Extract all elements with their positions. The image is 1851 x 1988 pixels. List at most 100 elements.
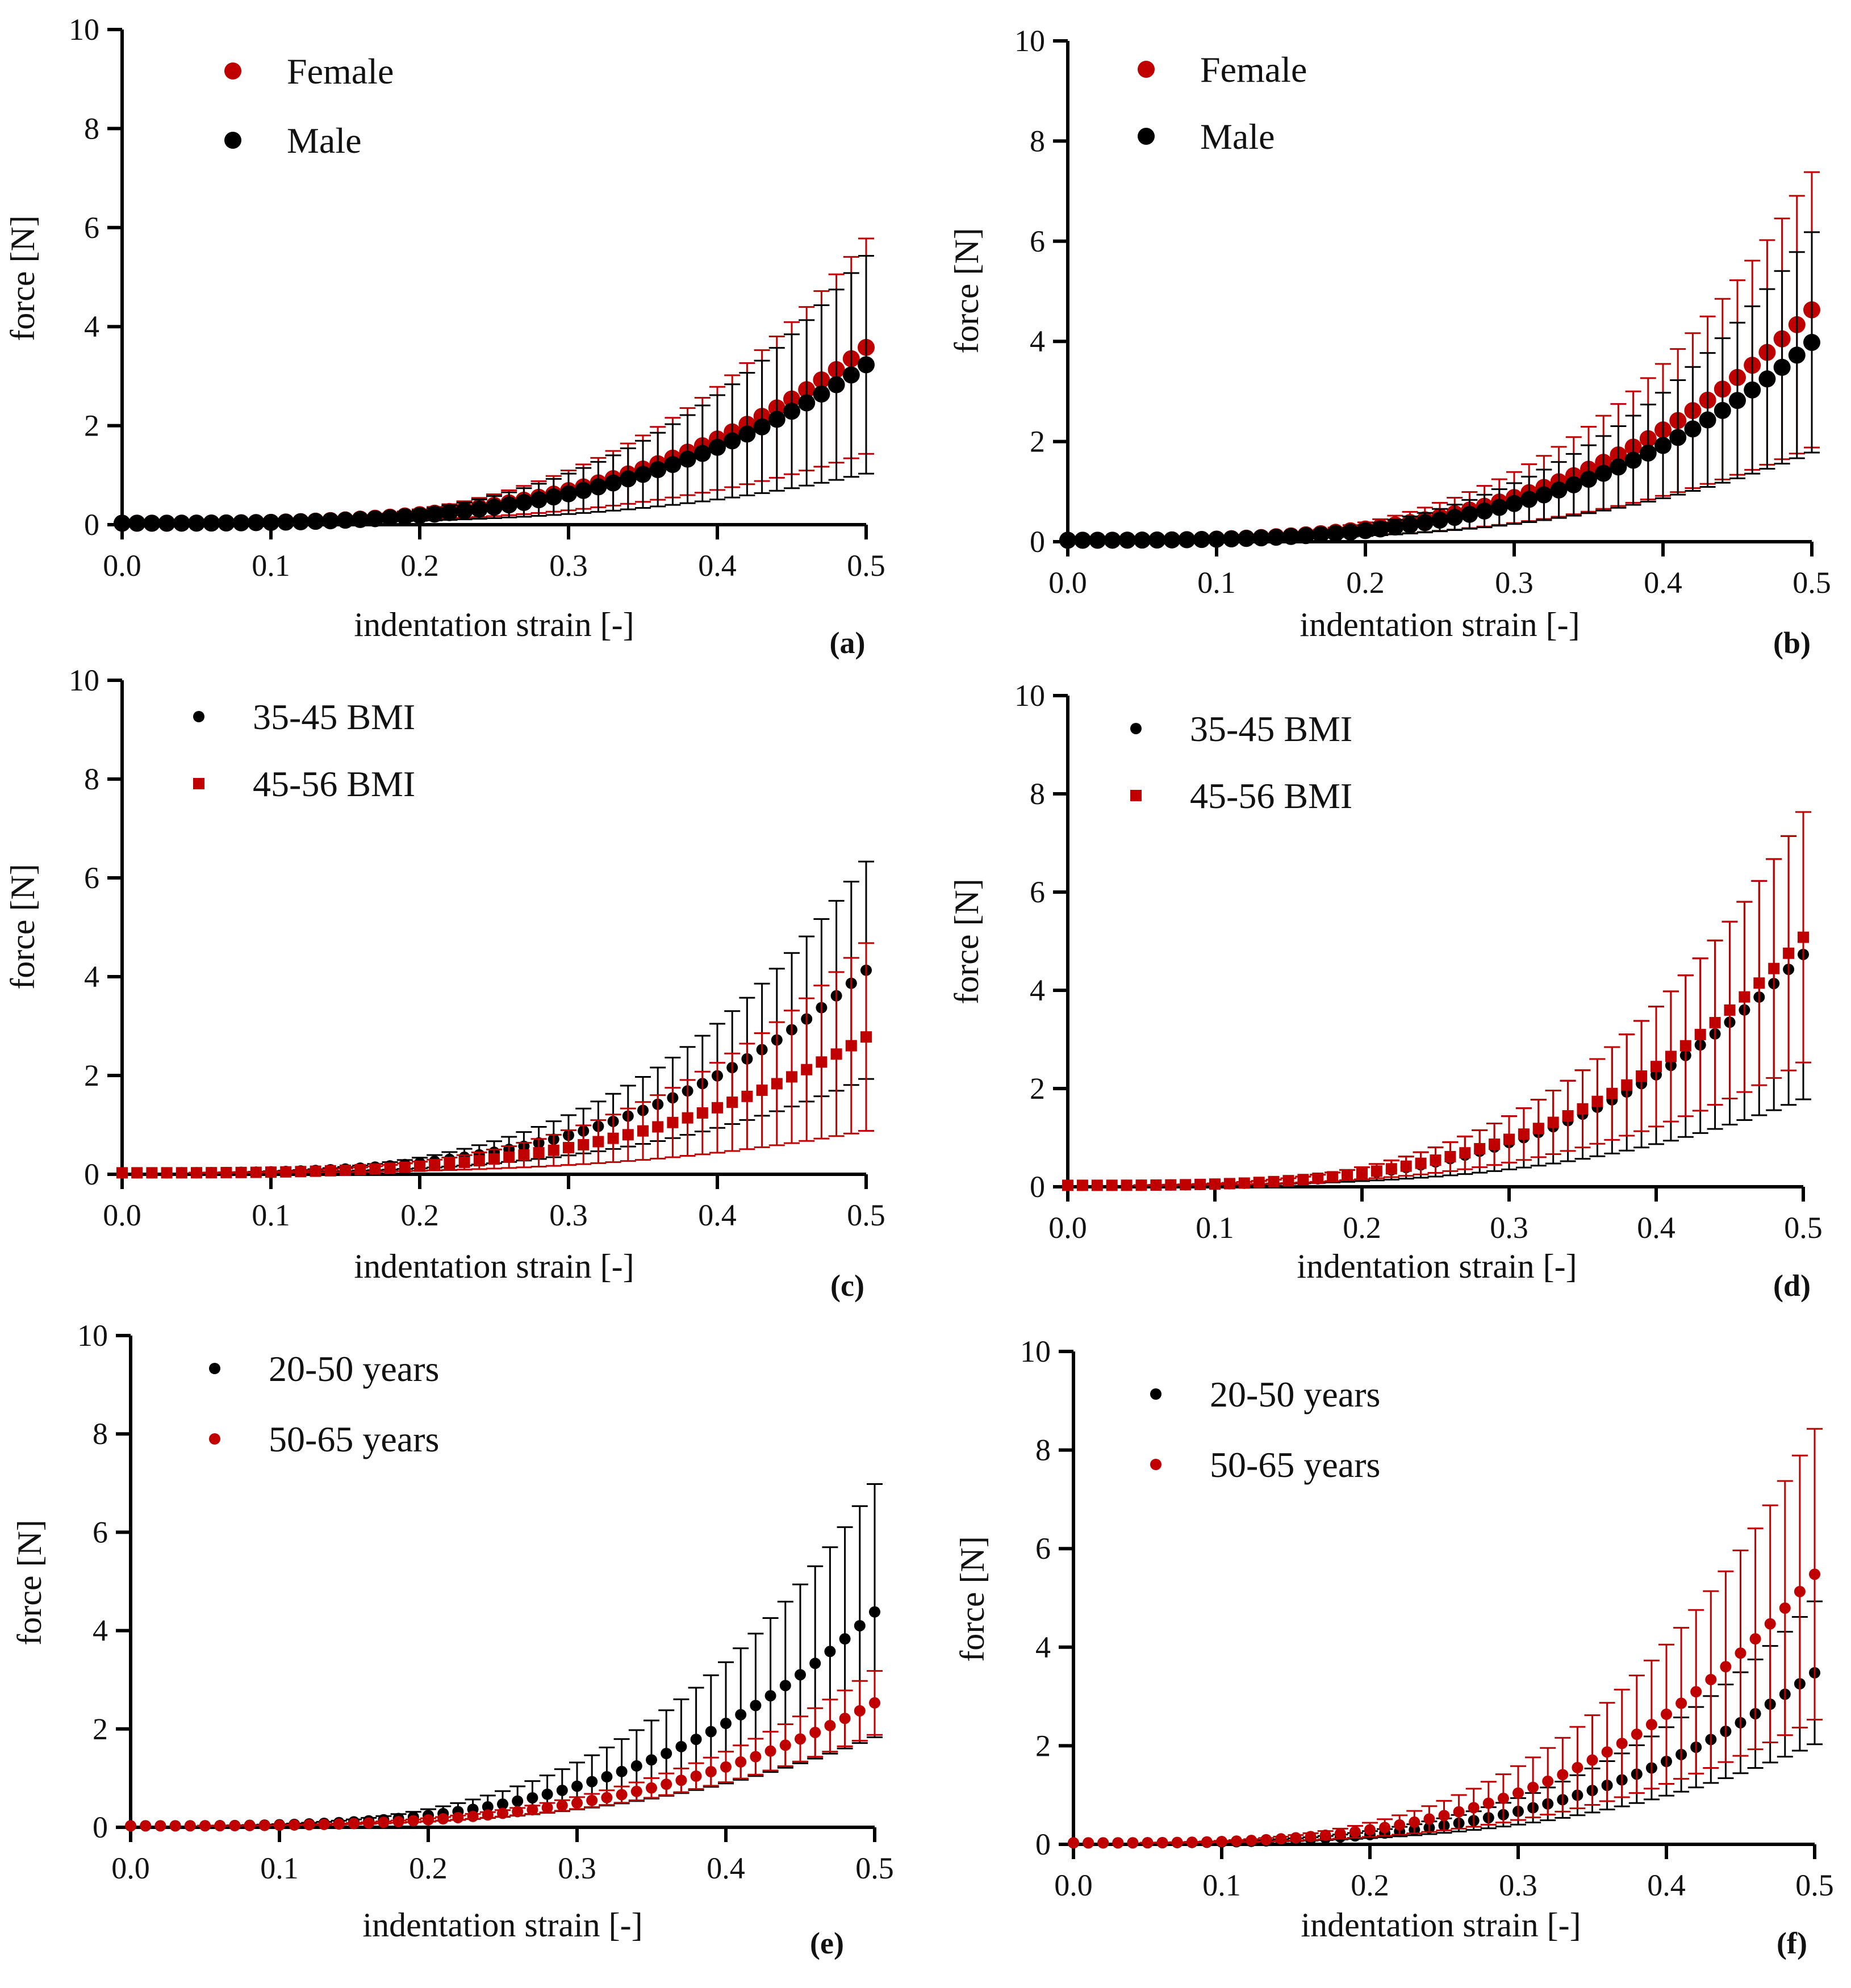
data-point [533,1147,545,1159]
data-point [601,1771,613,1783]
data-point [235,1166,247,1178]
data-point [795,1669,806,1681]
data-point [690,1770,702,1782]
y-axis-title: force [N] [4,215,41,341]
series-2 [125,1670,883,1832]
legend-label: Female [1200,49,1307,90]
data-point [1238,530,1255,547]
data-point [1194,1178,1206,1190]
data-point [488,1153,500,1165]
data-point [1453,1806,1465,1818]
data-point [768,411,785,428]
y-axis-title: force [N] [948,878,985,1005]
data-point [1665,1050,1677,1062]
data-point [1631,1728,1643,1740]
y-tick-label: 0 [1030,525,1045,559]
data-point [1535,486,1553,504]
legend-marker [224,132,241,149]
panel-label: (f) [1777,1926,1807,1960]
series-1 [1062,811,1811,1191]
data-point [1076,1179,1088,1191]
data-point [646,1754,657,1766]
data-point [1400,1160,1412,1172]
data-point [303,1819,315,1831]
y-tick-label: 2 [84,409,99,443]
data-point [1209,1178,1221,1190]
data-point [750,1751,762,1763]
data-point [607,1132,619,1144]
data-point [720,1718,732,1730]
data-point [578,1139,590,1150]
data-point [690,1734,702,1746]
data-point [497,1798,508,1810]
data-point [411,507,428,524]
data-point [158,514,176,532]
data-point [816,1056,828,1068]
data-point [764,1745,776,1757]
data-point [1267,529,1285,546]
data-point [366,510,384,528]
x-tick-label: 0.0 [111,1851,150,1885]
data-point [809,1658,821,1669]
x-tick-label: 0.3 [549,1198,588,1232]
data-point [154,1820,166,1832]
data-point [247,514,265,531]
data-point [229,1820,241,1832]
legend-label: Male [1200,116,1275,157]
x-tick-label: 0.2 [1346,566,1385,600]
legend-label: Male [287,120,362,161]
y-tick-label: 4 [93,1614,108,1648]
y-tick-label: 2 [1035,1728,1051,1763]
data-point [571,1780,583,1792]
data-point [399,1161,411,1173]
data-point [378,1817,390,1828]
x-tick-label: 0.2 [400,549,439,583]
data-point [586,1776,598,1788]
data-point [1342,524,1359,541]
data-point [1416,514,1434,531]
x-tick-label: 0.3 [1495,566,1534,600]
data-point [735,1756,747,1768]
data-point [199,1820,211,1832]
legend-marker [209,1363,220,1374]
chart-panel-4: 0 2 4 6 8 10 0.0 0.1 0.2 0.3 0.4 0.5 force [N] indent… [948,679,1823,1303]
data-point [1768,962,1780,974]
data-point [1121,1179,1133,1191]
data-point [512,1806,524,1818]
data-point [1386,518,1404,536]
data-point [188,514,205,532]
series-2 [114,255,875,532]
data-point [783,403,800,420]
data-point [1565,476,1582,493]
data-point [1430,1154,1441,1166]
x-tick-label: 0.2 [1351,1868,1389,1902]
data-point [1709,1016,1721,1028]
x-tick-label: 0.0 [103,549,141,583]
data-point [830,1048,842,1060]
data-point [693,445,711,462]
data-point [1661,1708,1672,1720]
data-point [1282,528,1300,545]
x-tick-label: 0.5 [1792,566,1831,600]
data-point [1282,1175,1294,1187]
data-point [1142,1837,1154,1849]
data-point [705,1726,717,1738]
legend-label: 45-56 BMI [253,764,415,804]
data-point [1490,499,1508,516]
data-point [828,376,845,394]
data-point [809,1726,821,1738]
panel-label: (a) [830,626,866,660]
data-point [1503,1133,1515,1145]
data-point [1506,495,1523,512]
data-point [310,1165,321,1177]
y-tick-label: 8 [1035,1433,1051,1467]
data-point [392,1815,404,1827]
legend-marker [1138,61,1155,78]
data-point [637,1125,649,1137]
x-tick-label: 0.5 [847,549,885,583]
data-point [741,1090,753,1102]
x-tick-label: 0.4 [707,1851,745,1885]
x-tick-label: 0.1 [1202,1868,1241,1902]
data-point [289,1819,300,1831]
data-point [1679,1040,1691,1052]
